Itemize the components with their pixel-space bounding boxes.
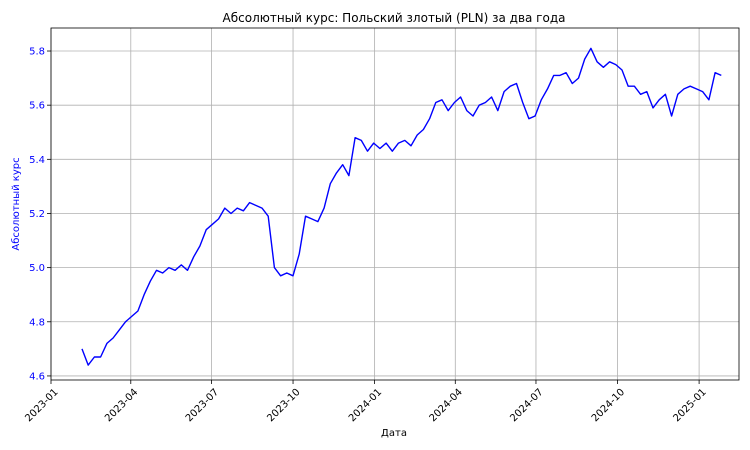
y-tick-label: 5.8	[29, 47, 45, 58]
y-tick-label: 4.8	[29, 317, 45, 328]
y-tick-label: 5.2	[29, 209, 45, 220]
x-tick-label: 2023-04	[103, 387, 140, 424]
x-tick-label: 2025-01	[671, 387, 708, 424]
x-tick-label: 2023-10	[265, 387, 302, 424]
x-tick-label: 2024-07	[508, 387, 545, 424]
series-line	[81, 47, 722, 366]
axes-frame	[50, 27, 740, 381]
grid	[50, 28, 739, 380]
x-tick-label: 2023-01	[23, 387, 60, 424]
y-tick-label: 4.6	[29, 371, 45, 382]
x-tick-label: 2024-04	[428, 387, 465, 424]
x-axis-label: Дата	[381, 428, 407, 439]
y-tick-label: 5.4	[29, 155, 45, 166]
chart-title: Абсолютный курс: Польский злотый (PLN) з…	[223, 11, 566, 25]
y-axis-label: Абсолютный курс	[11, 157, 22, 250]
ticks: 2023-01 2023-04 2023-07 2023-10 2024-01 2024-…	[23, 47, 708, 425]
y-tick-label: 5.0	[29, 263, 45, 274]
x-tick-label: 2024-10	[590, 387, 627, 424]
x-tick-label: 2024-01	[347, 387, 384, 424]
y-tick-label: 5.6	[29, 101, 45, 112]
x-tick-label: 2023-07	[184, 387, 221, 424]
